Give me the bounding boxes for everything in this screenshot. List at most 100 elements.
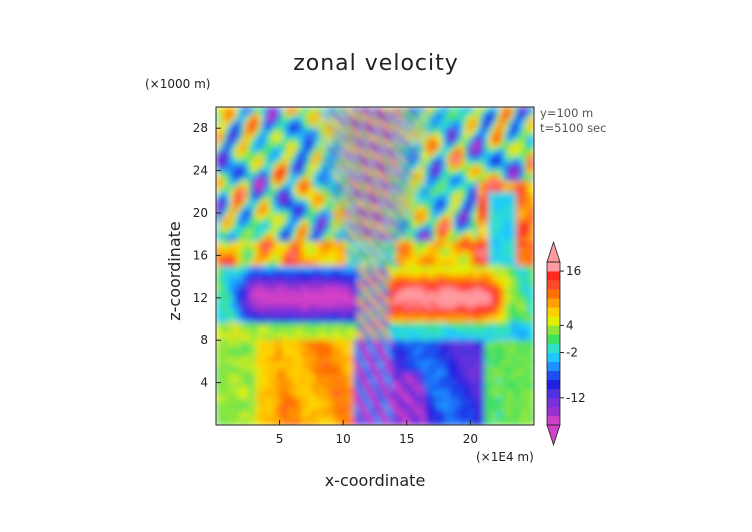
heatmap-cell [286, 417, 291, 423]
heatmap-cell [297, 368, 302, 373]
heatmap-cell [311, 142, 316, 147]
heatmap-cell [307, 354, 313, 359]
heatmap-cell [286, 410, 291, 416]
heatmap-cell [396, 364, 401, 370]
heatmap-cell [247, 255, 253, 260]
heatmap-cell [382, 244, 387, 250]
heatmap-cell [385, 142, 390, 147]
heatmap-cell [258, 364, 263, 370]
heatmap-cell [325, 414, 330, 419]
heatmap-cell [311, 230, 316, 235]
heatmap-cell [385, 357, 390, 363]
heatmap-cell [286, 364, 291, 370]
heatmap-cell [367, 234, 373, 239]
heatmap-cell [350, 135, 355, 140]
heatmap-cell [269, 262, 274, 267]
heatmap-cell [244, 191, 249, 197]
heatmap-cell [329, 357, 334, 363]
heatmap-cell [276, 117, 281, 122]
heatmap-cell [364, 234, 369, 239]
heatmap-cell [311, 340, 316, 345]
heatmap-cell [392, 333, 397, 338]
heatmap-cell [300, 368, 306, 373]
heatmap-cell [265, 421, 270, 425]
heatmap-cell [332, 333, 337, 338]
heatmap-cell [367, 202, 373, 207]
heatmap-cell [371, 400, 376, 405]
heatmap-cell [329, 315, 334, 320]
heatmap-cell [258, 333, 263, 338]
heatmap-cell [216, 304, 221, 310]
heatmap-cell [382, 319, 387, 324]
heatmap-cell [304, 258, 309, 264]
heatmap-cell [367, 421, 373, 425]
heatmap-cell [382, 167, 387, 172]
heatmap-cell [336, 393, 341, 398]
heatmap-cell [290, 251, 295, 257]
heatmap-cell [283, 389, 288, 394]
heatmap-cell [378, 375, 383, 380]
heatmap-cell [343, 262, 348, 267]
heatmap-cell [318, 213, 323, 218]
heatmap-cell [332, 361, 337, 366]
heatmap-cell [240, 230, 245, 235]
heatmap-cell [322, 223, 327, 228]
heatmap-cell [297, 188, 302, 193]
heatmap-cell [261, 308, 267, 313]
heatmap-cell [283, 234, 288, 239]
heatmap-cell [311, 209, 316, 214]
heatmap-cell [346, 213, 351, 218]
heatmap-cell [254, 188, 260, 193]
heatmap-cell [403, 283, 408, 288]
heatmap-cell [399, 290, 404, 295]
heatmap-cell [392, 117, 397, 122]
heatmap-cell [371, 234, 376, 239]
heatmap-cell [339, 336, 344, 341]
heatmap-cell [350, 283, 355, 288]
heatmap-cell [300, 216, 306, 221]
heatmap-cell [364, 417, 369, 423]
heatmap-cell [233, 382, 238, 387]
heatmap-cell [318, 198, 323, 204]
heatmap-cell [346, 248, 351, 253]
heatmap-cell [216, 138, 221, 144]
heatmap-cell [293, 403, 298, 409]
heatmap-cell [357, 107, 362, 112]
heatmap-cell [230, 124, 235, 129]
heatmap-cell [406, 364, 412, 370]
heatmap-cell [357, 333, 362, 338]
heatmap-cell [353, 128, 359, 133]
heatmap-cell [403, 131, 408, 136]
heatmap-cell [247, 230, 253, 235]
heatmap-cell [318, 160, 323, 165]
heatmap-cell [230, 361, 235, 366]
heatmap-cell [272, 202, 277, 207]
heatmap-cell [346, 389, 351, 394]
heatmap-cell [392, 414, 397, 419]
heatmap-cell [300, 145, 306, 151]
heatmap-cell [283, 258, 288, 264]
heatmap-cell [286, 297, 291, 303]
heatmap-cell [286, 142, 291, 147]
heatmap-cell [269, 350, 274, 356]
heatmap-cell [367, 290, 373, 295]
heatmap-cell [230, 319, 235, 324]
heatmap-cell [293, 280, 298, 285]
heatmap-cell [258, 251, 263, 257]
heatmap-cell [336, 124, 341, 129]
heatmap-cell [403, 135, 408, 140]
heatmap-cell [276, 283, 281, 288]
heatmap-cell [378, 198, 383, 204]
heatmap-cell [329, 142, 334, 147]
heatmap-cell [269, 269, 274, 274]
heatmap-cell [332, 160, 337, 165]
heatmap-cell [286, 188, 291, 193]
heatmap-cell [244, 417, 249, 423]
heatmap-cell [399, 160, 404, 165]
heatmap-cell [318, 407, 323, 412]
heatmap-cell [318, 258, 323, 264]
heatmap-cell [304, 262, 309, 267]
heatmap-cell [276, 216, 281, 221]
heatmap-cell [314, 266, 320, 271]
heatmap-cell [353, 350, 359, 356]
